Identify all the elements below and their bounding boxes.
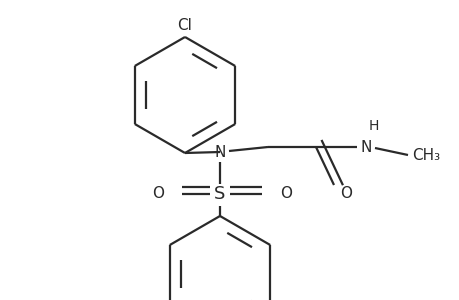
Text: O: O — [151, 187, 164, 202]
Text: CH₃: CH₃ — [411, 148, 439, 163]
Text: Cl: Cl — [177, 18, 192, 33]
Text: O: O — [280, 187, 291, 202]
Text: S: S — [214, 185, 225, 203]
Text: N: N — [214, 145, 225, 160]
Text: N: N — [359, 140, 371, 154]
Text: H: H — [368, 119, 379, 133]
Text: O: O — [339, 185, 351, 200]
